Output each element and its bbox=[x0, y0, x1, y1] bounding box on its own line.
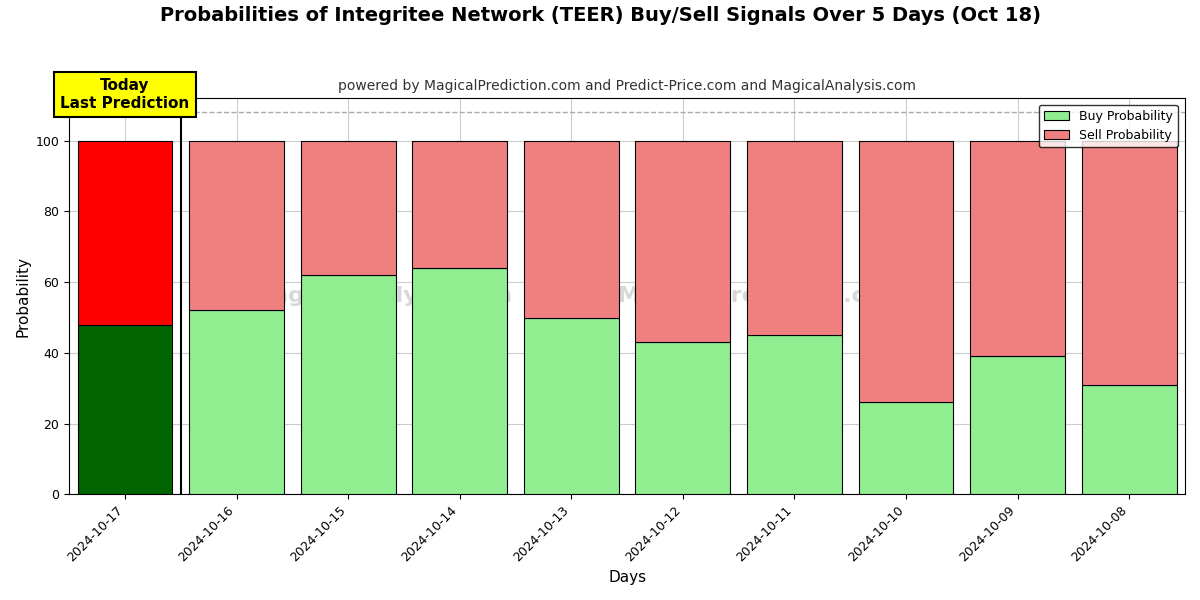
Bar bbox=[970, 141, 1066, 356]
Bar bbox=[636, 342, 731, 494]
Bar bbox=[190, 310, 284, 494]
Bar bbox=[78, 141, 173, 325]
Text: MagicalAnalysis.com: MagicalAnalysis.com bbox=[251, 286, 512, 306]
Bar bbox=[748, 335, 842, 494]
Text: Today
Last Prediction: Today Last Prediction bbox=[60, 79, 190, 111]
Bar bbox=[413, 141, 508, 268]
Bar bbox=[190, 141, 284, 310]
Bar bbox=[859, 403, 954, 494]
Legend: Buy Probability, Sell Probability: Buy Probability, Sell Probability bbox=[1039, 105, 1177, 147]
X-axis label: Days: Days bbox=[608, 570, 646, 585]
Bar bbox=[301, 141, 396, 275]
Bar bbox=[524, 141, 619, 317]
Text: MagicalPrediction.com: MagicalPrediction.com bbox=[618, 286, 904, 306]
Bar bbox=[1081, 141, 1177, 385]
Title: powered by MagicalPrediction.com and Predict-Price.com and MagicalAnalysis.com: powered by MagicalPrediction.com and Pre… bbox=[338, 79, 916, 93]
Bar bbox=[78, 325, 173, 494]
Bar bbox=[413, 268, 508, 494]
Bar bbox=[636, 141, 731, 342]
Bar bbox=[859, 141, 954, 403]
Bar bbox=[524, 317, 619, 494]
Y-axis label: Probability: Probability bbox=[16, 256, 30, 337]
Bar bbox=[748, 141, 842, 335]
Bar bbox=[301, 275, 396, 494]
Bar bbox=[970, 356, 1066, 494]
Bar bbox=[1081, 385, 1177, 494]
Text: Probabilities of Integritee Network (TEER) Buy/Sell Signals Over 5 Days (Oct 18): Probabilities of Integritee Network (TEE… bbox=[160, 6, 1040, 25]
